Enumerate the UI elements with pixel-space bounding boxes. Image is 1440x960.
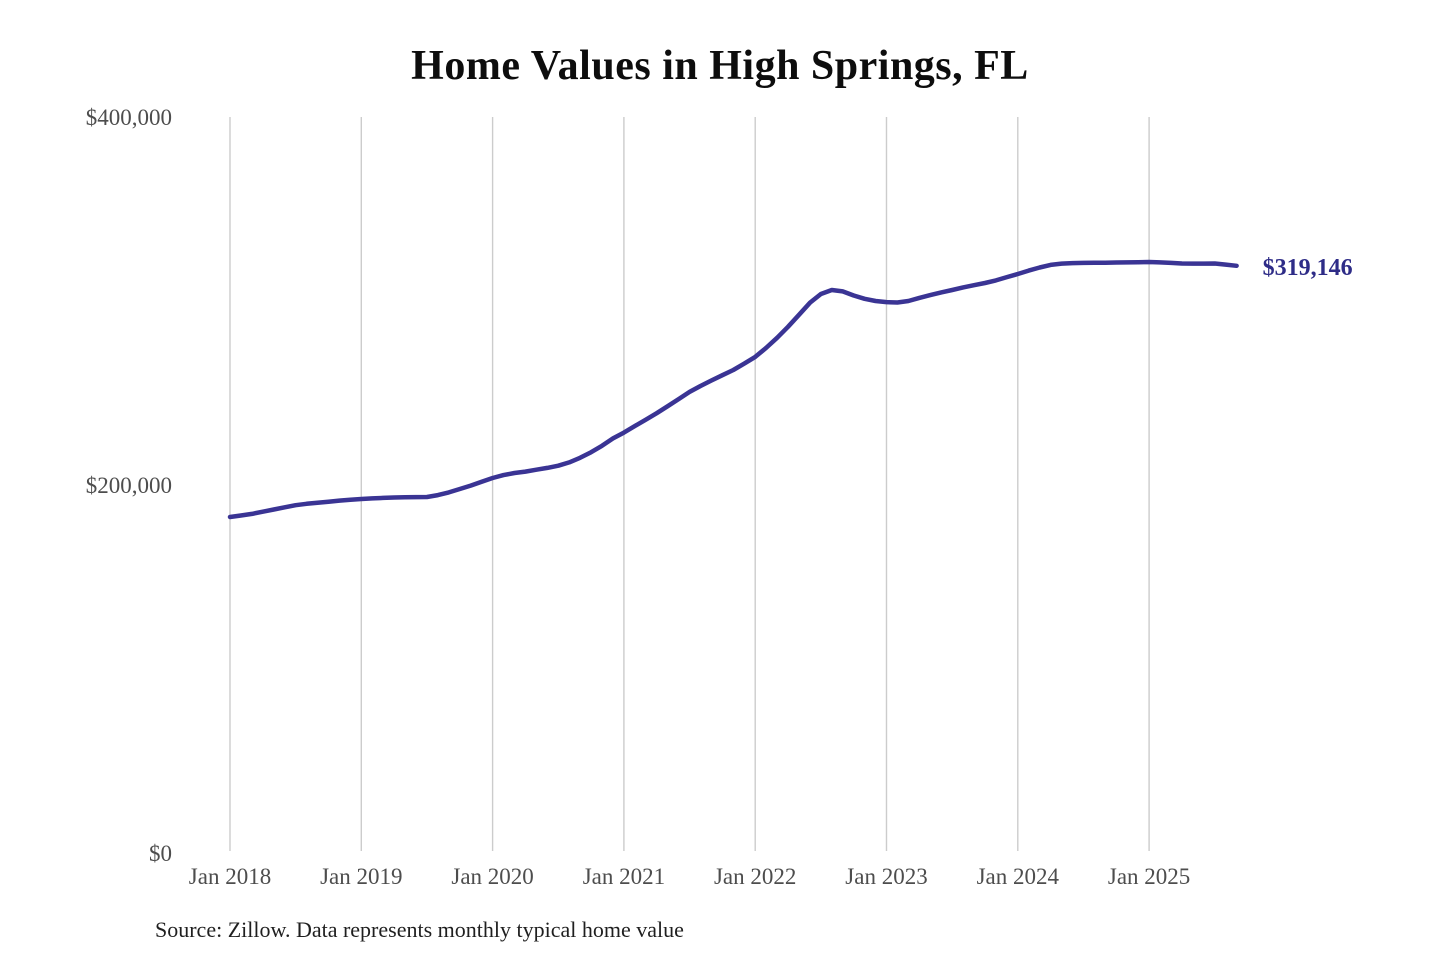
y-tick-label: $200,000 bbox=[86, 473, 172, 498]
y-tick-label: $0 bbox=[149, 841, 172, 866]
latest-value-label: $319,146 bbox=[1263, 255, 1353, 281]
x-tick-label: Jan 2022 bbox=[714, 864, 796, 889]
source-note: Source: Zillow. Data represents monthly … bbox=[155, 917, 684, 942]
home-value-series-line bbox=[227, 259, 1239, 520]
x-tick-label: Jan 2025 bbox=[1108, 864, 1190, 889]
x-tick-label: Jan 2018 bbox=[189, 864, 271, 889]
x-tick-label: Jan 2021 bbox=[583, 864, 665, 889]
x-tick-label: Jan 2019 bbox=[320, 864, 402, 889]
x-tick-label: Jan 2020 bbox=[451, 864, 533, 889]
y-tick-label: $400,000 bbox=[86, 105, 172, 130]
chart-title: Home Values in High Springs, FL bbox=[411, 43, 1029, 89]
x-tick-label: Jan 2024 bbox=[977, 864, 1060, 889]
x-tick-label: Jan 2023 bbox=[845, 864, 927, 889]
